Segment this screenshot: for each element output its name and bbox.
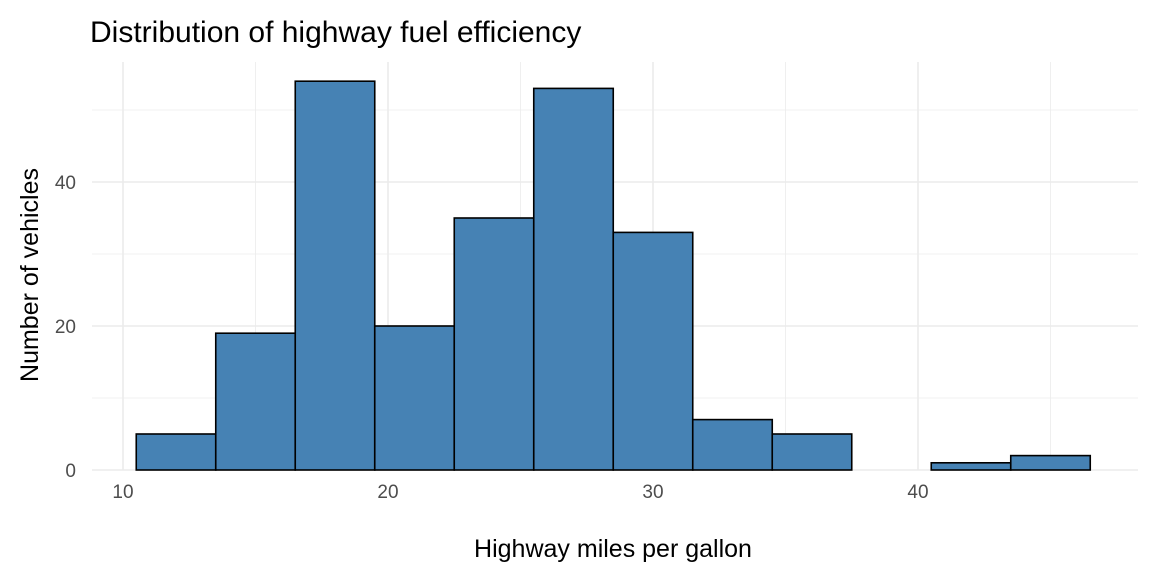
histogram-bar	[691, 418, 774, 471]
x-tick-label: 40	[907, 482, 928, 503]
y-tick-label: 20	[55, 317, 76, 338]
y-tick-label: 0	[65, 461, 76, 482]
chart-title: Distribution of highway fuel efficiency	[90, 16, 581, 49]
y-axis-label: Number of vehicles	[16, 168, 44, 382]
y-tick-label: 40	[55, 173, 76, 194]
bars	[135, 80, 1092, 471]
x-tick-label: 20	[377, 482, 398, 503]
histogram-bar	[532, 87, 615, 471]
histogram-bar	[373, 325, 456, 471]
histogram-bar	[453, 217, 535, 471]
histogram-bar	[771, 433, 853, 471]
x-tick-label: 10	[112, 482, 133, 503]
x-tick-label: 30	[642, 482, 663, 503]
histogram-bar	[612, 231, 694, 471]
histogram-bar	[135, 433, 217, 471]
histogram-bar	[930, 461, 1012, 471]
histogram-bar	[1009, 454, 1092, 471]
x-axis-label: Highway miles per gallon	[474, 535, 752, 563]
tick-labels: 10 20 30 40 0 20 40	[55, 173, 929, 503]
histogram-bar	[214, 332, 297, 471]
histogram-bar	[294, 80, 376, 471]
